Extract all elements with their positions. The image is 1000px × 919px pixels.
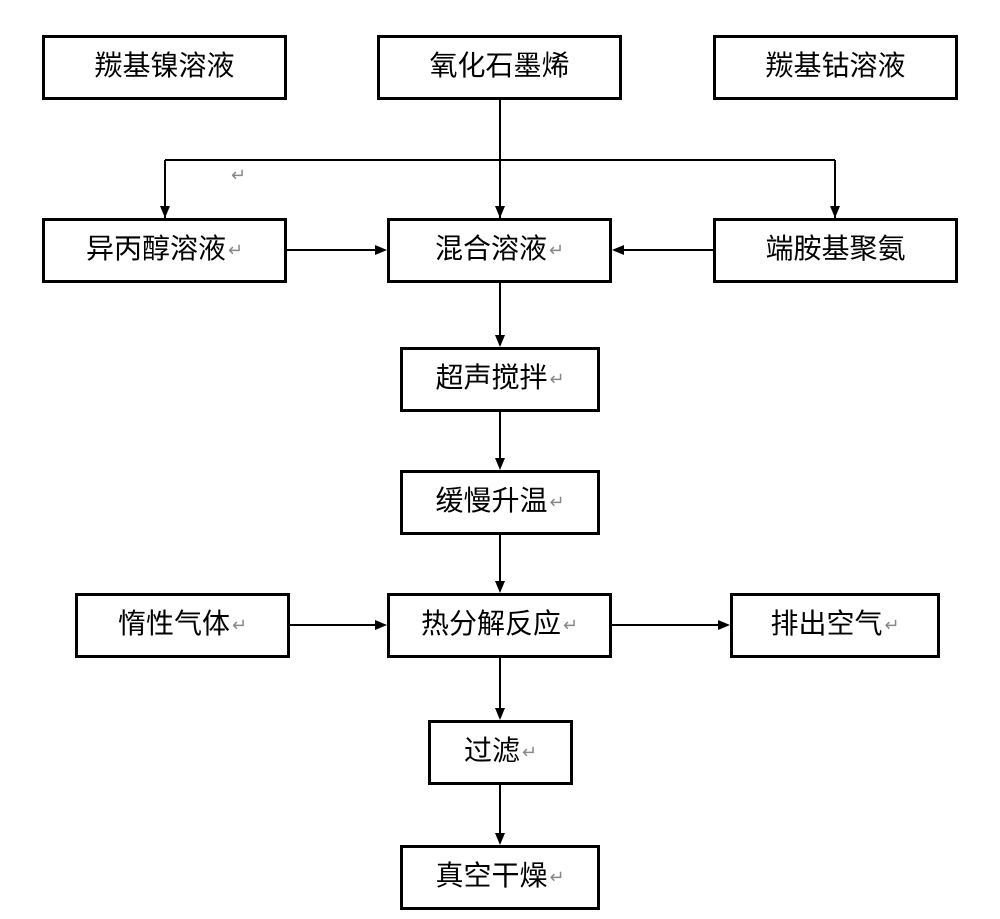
node-pyro: 热分解反应↵ — [387, 593, 612, 658]
node-label: 氧化石墨烯 — [429, 52, 569, 83]
enter-mark: ↵ — [884, 615, 899, 636]
node-amine: 端胺基聚氨 — [713, 218, 958, 283]
arrowhead-icon — [495, 206, 505, 218]
arrowhead-icon — [375, 620, 387, 630]
stray-enter-mark: ↵ — [231, 165, 246, 186]
node-ipa: 异丙醇溶液↵ — [42, 218, 287, 283]
node-label: 羰基镍溶液 — [94, 52, 234, 83]
node-label: 异丙醇溶液 — [86, 235, 226, 266]
node-mix: 混合溶液↵ — [387, 218, 612, 283]
arrowhead-icon — [160, 206, 170, 218]
node-heat: 缓慢升温↵ — [400, 470, 600, 535]
node-label: 惰性气体 — [118, 610, 230, 641]
arrowhead-icon — [495, 581, 505, 593]
arrowhead-icon — [830, 206, 840, 218]
enter-mark: ↵ — [228, 240, 243, 261]
node-nickel: 羰基镍溶液 — [42, 35, 287, 100]
enter-mark: ↵ — [232, 615, 247, 636]
node-label: 真空干燥 — [435, 862, 547, 893]
node-sonic: 超声搅拌↵ — [400, 347, 600, 412]
arrowhead-icon — [375, 245, 387, 255]
node-label: 过滤 — [464, 737, 520, 768]
arrowhead-icon — [495, 458, 505, 470]
node-label: 混合溶液 — [435, 235, 547, 266]
node-label: 端胺基聚氨 — [765, 235, 905, 266]
enter-mark: ↵ — [563, 615, 578, 636]
arrowhead-icon — [612, 245, 624, 255]
enter-mark: ↵ — [549, 240, 564, 261]
node-filter: 过滤↵ — [428, 720, 573, 785]
node-graphene-oxide: 氧化石墨烯 — [377, 35, 622, 100]
enter-mark: ↵ — [549, 492, 564, 513]
node-label: 热分解反应 — [421, 610, 561, 641]
node-cobalt: 羰基钴溶液 — [713, 35, 958, 100]
node-dry: 真空干燥↵ — [400, 845, 600, 910]
enter-mark: ↵ — [549, 867, 564, 888]
arrowhead-icon — [495, 708, 505, 720]
node-exhaust: 排出空气↵ — [730, 593, 940, 658]
arrowhead-icon — [495, 335, 505, 347]
enter-mark: ↵ — [549, 369, 564, 390]
arrowhead-icon — [495, 833, 505, 845]
arrowhead-icon — [718, 620, 730, 630]
node-label: 羰基钴溶液 — [765, 52, 905, 83]
enter-mark: ↵ — [522, 742, 537, 763]
node-label: 排出空气 — [770, 610, 882, 641]
node-label: 缓慢升温 — [435, 487, 547, 518]
node-inert: 惰性气体↵ — [75, 593, 290, 658]
node-label: 超声搅拌 — [435, 364, 547, 395]
